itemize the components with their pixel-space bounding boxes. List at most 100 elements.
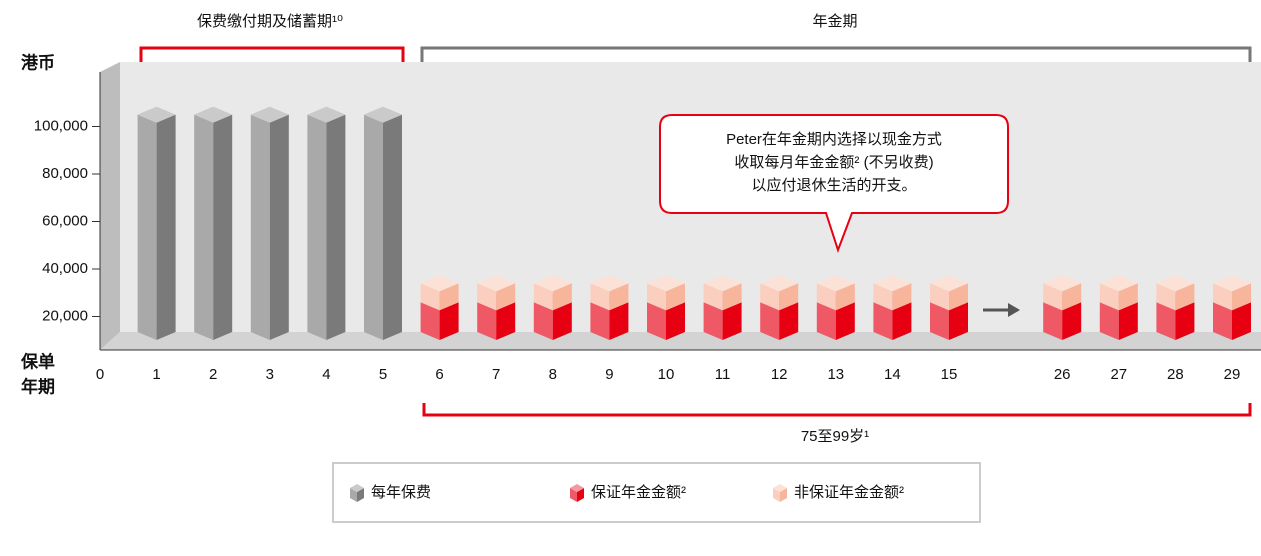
bar-top-face [137, 106, 176, 123]
x-tick-label: 11 [715, 366, 731, 383]
bar-top-face [703, 275, 742, 292]
bar-left-face [930, 283, 949, 311]
bar-top-face [420, 275, 459, 292]
x-tick-label: 2 [209, 366, 217, 383]
bar-left-face [1213, 302, 1232, 340]
bar-right-face [1232, 283, 1251, 311]
bar-right-face [722, 302, 742, 340]
bar-right-face [496, 302, 516, 340]
x-tick-label: 8 [549, 366, 557, 383]
x-tick-label: 0 [96, 366, 104, 383]
x-tick-label: 13 [827, 366, 844, 383]
x-tick-label: 27 [1110, 366, 1127, 383]
bar-left-face [816, 283, 836, 311]
bar-left-face [533, 302, 553, 340]
bar [420, 275, 459, 311]
bar-top-face [930, 275, 968, 292]
x-tick-label: 4 [322, 366, 330, 383]
bar-right-face [1118, 302, 1138, 340]
bar-right-face [326, 114, 346, 340]
bar-left-face [1213, 283, 1232, 311]
period-label: 75至99岁¹ [801, 428, 869, 445]
bar-left-face [816, 302, 836, 340]
bar-left-face [930, 302, 949, 340]
bar-right-face [1175, 302, 1195, 340]
legend-icon-left [570, 488, 577, 502]
bar-right-face [666, 302, 685, 340]
y-tick-label: 60,000 [42, 212, 88, 229]
bar [364, 106, 402, 340]
bar-left-face [760, 302, 780, 340]
bar-left-face [307, 114, 327, 340]
bar-left-face [1099, 302, 1119, 340]
bar-left-face [250, 114, 270, 340]
bar-left-face [1156, 283, 1176, 311]
bar-right-face [835, 302, 855, 340]
bar-left-face [477, 302, 497, 340]
bar-top-face [590, 275, 629, 292]
y-tick-label: 100,000 [34, 117, 88, 134]
x-tick-label: 10 [658, 366, 675, 383]
x-tick-label: 5 [379, 366, 387, 383]
legend-icon-left [350, 488, 357, 502]
bar-right-face [439, 283, 459, 311]
bar [250, 106, 289, 340]
bar-left-face [873, 283, 893, 311]
legend-icon-right [577, 488, 584, 502]
x-axis-label: 保单 [20, 351, 55, 371]
bar-left-face [647, 283, 666, 311]
bar-right-face [1232, 302, 1251, 340]
bar-left-face [137, 114, 157, 340]
legend-icon-right [357, 488, 364, 502]
bar-right-face [835, 283, 855, 311]
bar-left-face [1156, 302, 1176, 340]
bar-top-face [250, 106, 289, 123]
y-axis-label: 港币 [21, 52, 55, 72]
y-tick-label: 40,000 [42, 260, 88, 277]
bar-left-face [760, 283, 780, 311]
bar [533, 275, 572, 311]
age-bracket [422, 403, 1252, 417]
bar-left-face [647, 302, 666, 340]
bar [1156, 275, 1195, 311]
bar-left-face [364, 114, 383, 340]
x-axis-label: 年期 [21, 376, 55, 396]
period-label: 保费缴付期及储蓄期¹⁰ [197, 13, 343, 30]
bar-top-face [533, 275, 572, 292]
bar-left-face [420, 302, 440, 340]
bar-right-face [156, 114, 176, 340]
callout-text: Peter在年金期内选择以现金方式 [726, 131, 942, 148]
y-tick-label: 20,000 [42, 307, 88, 324]
bar [1043, 275, 1082, 311]
legend-icon-right [780, 488, 787, 502]
bar-right-face [1062, 302, 1082, 340]
bar [873, 275, 912, 311]
bar-left-face [194, 114, 214, 340]
bar-right-face [383, 114, 402, 340]
bar-top-face [647, 275, 685, 292]
bar-top-face [816, 275, 855, 292]
bar-top-face [1213, 275, 1251, 292]
bar-right-face [1175, 283, 1195, 311]
bar-right-face [609, 283, 629, 311]
bar [477, 275, 516, 311]
legend [332, 462, 981, 523]
bar-right-face [552, 302, 572, 340]
bar-top-face [1099, 275, 1138, 292]
x-tick-label: 29 [1224, 366, 1241, 383]
callout [659, 114, 1009, 254]
bar-right-face [949, 283, 968, 311]
bar [137, 106, 176, 340]
x-tick-label: 6 [435, 366, 443, 383]
bar-right-face [213, 114, 233, 340]
bar-right-face [949, 302, 968, 340]
legend-icon-left [773, 488, 780, 502]
bar [194, 106, 233, 340]
bar-top-face [1156, 275, 1195, 292]
bar-left-face [1043, 283, 1063, 311]
bar-right-face [439, 302, 459, 340]
bar-left-face [873, 302, 893, 340]
x-tick-label: 12 [771, 366, 788, 383]
legend-icon [350, 484, 364, 502]
bar [760, 275, 799, 311]
